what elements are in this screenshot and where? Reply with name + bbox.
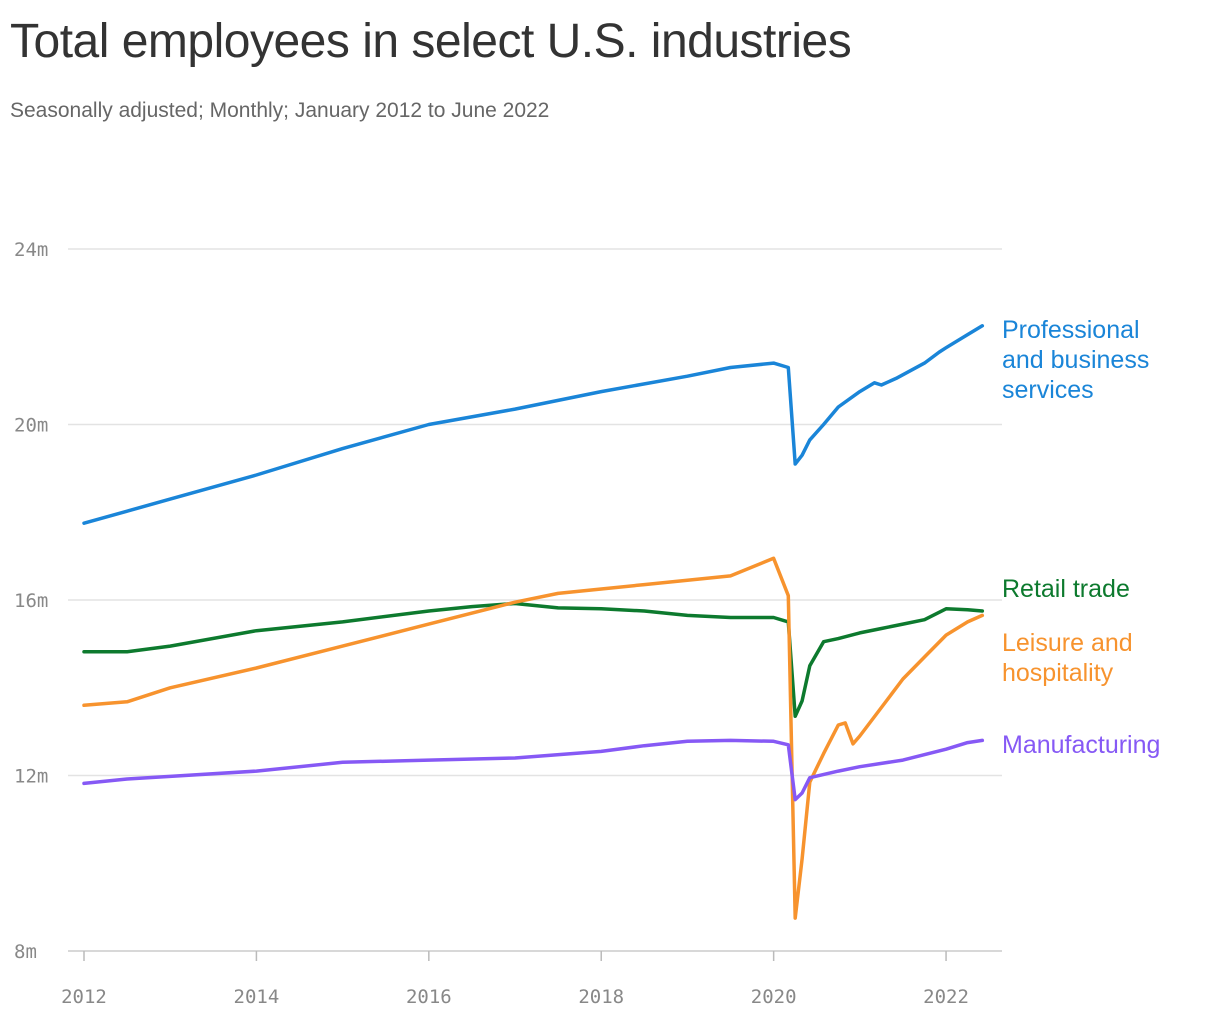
series-labels: Professional and business services Retail t… [1002,316,1160,759]
x-tick-label: 2018 [578,986,624,1008]
series-label-manufacturing: Manufacturing [1002,731,1160,759]
series-lines [82,324,985,920]
x-tick-label: 2022 [923,986,969,1008]
y-tick-label: 8m [14,941,37,963]
series-label-retail-trade: Retail trade [1002,575,1130,603]
chart-subtitle: Seasonally adjusted; Monthly; January 20… [10,99,550,122]
x-tick-label: 2014 [234,986,280,1008]
series-line-leisure-and-hospitality [82,556,985,920]
series-label-professional-and-business-services: Professional and business services [1002,316,1149,404]
grid-lines [68,248,1002,952]
series-line-retail-trade [82,601,985,719]
y-tick-label: 12m [14,766,48,788]
y-tick-label: 20m [14,415,48,437]
x-tick-label: 2020 [751,986,797,1008]
x-tick-label: 2012 [61,986,107,1008]
axis-ticks: 8m 12m 16m 20m 24m 2012 2014 2016 2018 2020 2022 [14,239,969,1008]
chart-title: Total employees in select U.S. industrie… [10,15,852,68]
y-tick-label: 24m [14,239,48,261]
series-line-professional-and-business-services [82,324,985,525]
series-line-manufacturing [82,738,985,802]
series-label-leisure-and-hospitality: Leisure and hospitality [1002,629,1133,687]
y-tick-label: 16m [14,590,48,612]
x-tick-label: 2016 [406,986,452,1008]
